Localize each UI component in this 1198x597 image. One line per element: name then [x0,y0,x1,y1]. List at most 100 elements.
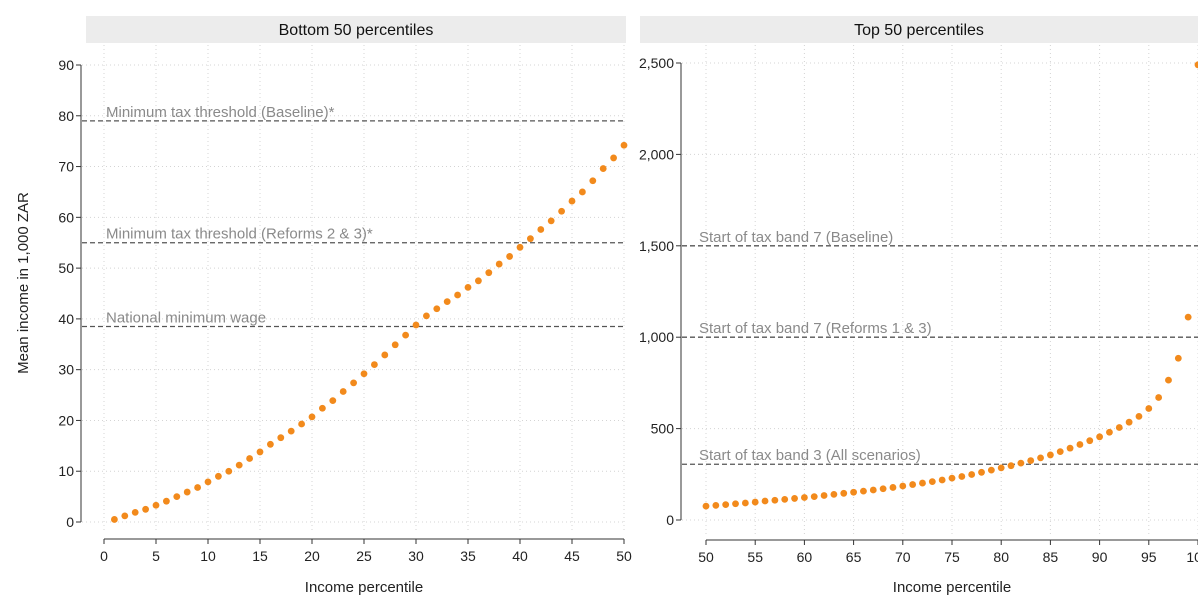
data-point [810,493,818,501]
data-point [958,473,966,480]
data-point [1115,424,1123,431]
x-tick-label: 85 [1043,549,1059,565]
data-point [1037,454,1044,462]
y-tick-label: 2,000 [639,146,674,162]
x-tick-label: 20 [304,548,320,564]
data-point [568,197,576,205]
x-tick-label: 40 [512,548,528,564]
data-point [443,298,451,306]
data-point [948,474,956,482]
data-point [1106,428,1113,436]
data-point [215,472,222,480]
data-point [1145,405,1153,412]
data-point [131,508,139,516]
reference-lines: Minimum tax threshold (Baseline)* Minimum… [82,104,624,328]
data-point [308,413,316,421]
x-tick-label: 70 [895,549,911,565]
data-point [194,484,202,491]
data-point [121,512,129,520]
data-point [978,468,985,476]
data-point [111,516,118,523]
grid [682,45,1198,534]
data-point [968,471,976,478]
panel-title: Bottom 50 percentiles [279,22,434,39]
data-point [298,420,305,428]
data-point [1194,61,1198,69]
data-point [454,291,461,299]
y-tick-label: 0 [666,512,674,528]
y-tick-label: 1,000 [639,329,674,345]
data-point [485,269,493,277]
data-point [1184,313,1192,321]
data-point [781,495,789,503]
reference-line-label: Start of tax band 3 (All scenarios) [699,447,921,464]
data-point [329,397,337,405]
x-tick-label: 65 [846,549,862,565]
data-point [722,501,730,509]
data-point [371,361,378,368]
data-point [702,502,710,510]
data-point [204,478,212,486]
data-points [111,141,628,523]
y-tick-label: 20 [58,412,74,428]
y-axis: 0 500 1,000 1,500 2,000 2,500 [639,55,682,528]
data-point [267,440,274,448]
x-tick-label: 90 [1092,549,1108,565]
data-point [1125,418,1133,426]
data-point [1165,376,1172,384]
x-tick-label: 95 [1141,549,1157,565]
data-point [919,479,926,487]
data-point [610,154,617,162]
data-point [869,486,877,494]
data-point [860,487,867,495]
data-point [475,277,482,285]
x-tick-label: 25 [356,548,372,564]
data-point [1007,462,1015,470]
data-point [360,370,368,378]
data-point [889,484,897,491]
data-point [820,492,828,499]
x-tick-label: 45 [564,548,580,564]
data-point [712,501,720,509]
reference-line-label: National minimum wage [106,310,266,327]
data-point [589,177,597,185]
x-tick-label: 55 [747,549,763,565]
data-point [547,217,555,225]
data-point [558,207,565,215]
panel-top-50: Top 50 percentiles 0 500 1,000 1,500 2,000 2,… [639,16,1198,596]
x-axis: 50 55 60 65 70 75 80 85 90 95 100 [698,539,1198,565]
data-point [339,388,347,395]
x-tick-label: 15 [252,548,268,564]
reference-line-label: Start of tax band 7 (Baseline) [699,229,893,246]
x-tick-label: 5 [152,548,160,564]
data-point [909,481,917,488]
data-point [183,488,191,496]
y-axis-title: Mean income in 1,000 ZAR [15,192,32,374]
y-tick-label: 90 [58,57,74,73]
data-point [928,478,936,486]
data-point [412,321,420,329]
data-point [246,455,254,462]
reference-lines: Start of tax band 7 (Baseline) Start of t… [682,229,1198,465]
data-point [287,427,295,435]
data-point [319,404,326,412]
data-point [751,498,759,506]
reference-line-label: Start of tax band 7 (Reforms 1 & 3) [699,320,932,337]
data-point [1086,437,1094,445]
data-point [433,305,441,313]
data-point [516,243,524,251]
y-tick-label: 0 [66,514,74,530]
data-point [1096,433,1103,441]
reference-line-label: Minimum tax threshold (Baseline)* [106,104,335,121]
y-tick-label: 40 [58,311,74,327]
data-point [1155,394,1163,401]
data-point [235,461,243,469]
data-point [879,485,887,493]
data-point [620,141,628,149]
data-point [732,500,739,508]
x-axis-title: Income percentile [893,579,1011,596]
x-tick-label: 75 [944,549,960,565]
data-point [381,351,389,359]
data-point [899,482,907,490]
